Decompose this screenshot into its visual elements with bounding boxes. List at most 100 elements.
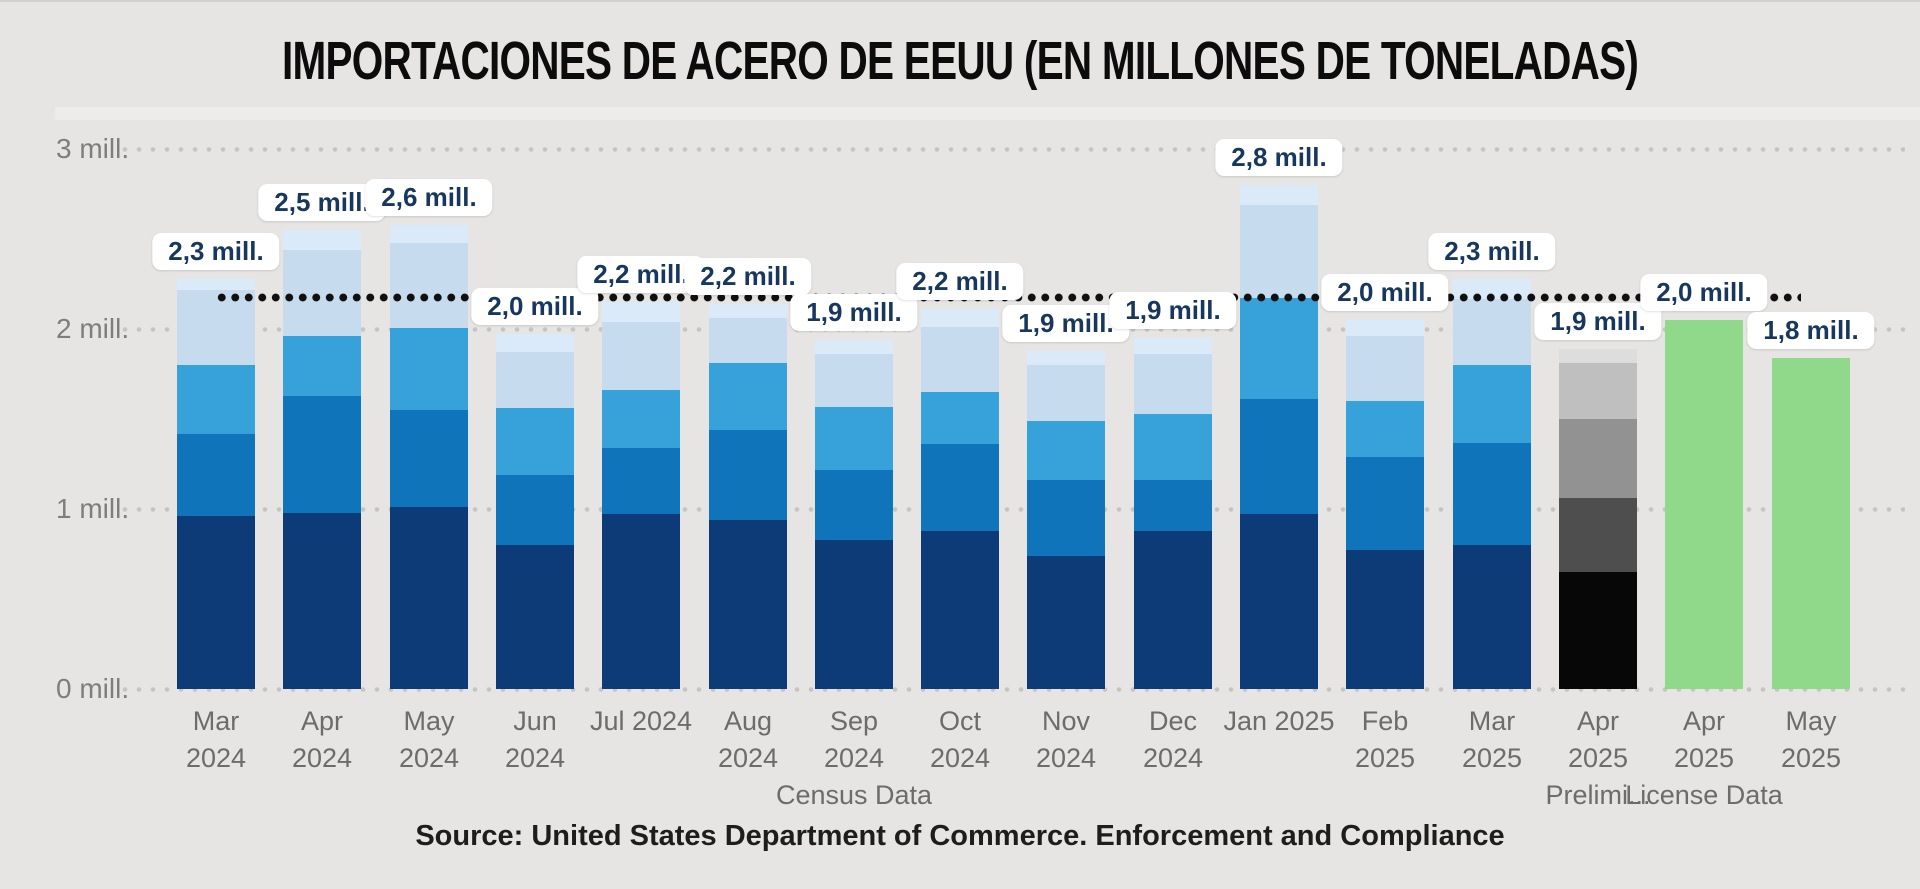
x-axis-label: May 2024 [398, 706, 460, 773]
bar-segment[interactable] [1346, 401, 1424, 457]
bar-segment[interactable] [283, 395, 361, 513]
value-label-pill: 2,5 mill. [258, 184, 386, 221]
bar-segment[interactable] [1559, 363, 1637, 420]
bar-segment[interactable] [1027, 421, 1105, 481]
bar-segment[interactable] [1240, 298, 1318, 400]
bar-segment[interactable] [1027, 555, 1105, 689]
bar-segment[interactable] [1453, 442, 1531, 546]
bar-segment[interactable] [496, 352, 574, 409]
bar-segment[interactable] [177, 279, 255, 290]
bar-segment[interactable] [1134, 354, 1212, 414]
stacked-bar-oct-2024[interactable] [921, 309, 999, 689]
bar-segment[interactable] [602, 321, 680, 391]
bar-segment[interactable] [709, 429, 787, 520]
bar-segment[interactable] [1027, 351, 1105, 366]
bar-segment[interactable] [1240, 204, 1318, 299]
value-label-pill: 1,9 mill. [1534, 303, 1662, 340]
stacked-bar-may-2024[interactable] [390, 224, 468, 689]
bar-segment[interactable] [1665, 320, 1743, 689]
stacked-bar-apr-2025-prelimi[interactable] [1559, 349, 1637, 689]
stacked-bar-mar-2024[interactable] [177, 279, 255, 689]
bar-segment[interactable] [1453, 545, 1531, 689]
stacked-bar-mar-2025[interactable] [1453, 279, 1531, 689]
bar-segment[interactable] [177, 289, 255, 366]
bar-segment[interactable] [283, 336, 361, 396]
bar-segment[interactable] [1240, 514, 1318, 689]
bar-segment[interactable] [709, 318, 787, 364]
bar-segment[interactable] [390, 224, 468, 243]
source-caption: Source: United States Department of Comm… [415, 820, 1505, 852]
bar-segment[interactable] [1027, 480, 1105, 556]
x-axis-label: Mar 2025 [1461, 706, 1523, 773]
bar-segment[interactable] [602, 302, 680, 322]
bar-segment[interactable] [1559, 419, 1637, 499]
bar-segment[interactable] [177, 433, 255, 517]
bar-segment[interactable] [1559, 498, 1637, 573]
bar-segment[interactable] [496, 334, 574, 353]
value-label-pill: 2,3 mill. [1428, 233, 1556, 270]
bar-segment[interactable] [390, 507, 468, 689]
bar-segment[interactable] [602, 390, 680, 448]
bar-segment[interactable] [1559, 572, 1637, 689]
bar-segment[interactable] [602, 514, 680, 689]
bar-segment[interactable] [709, 304, 787, 319]
bar-segment[interactable] [496, 474, 574, 545]
stacked-bar-aug-2024[interactable] [709, 304, 787, 689]
value-label-pill: 2,0 mill. [471, 288, 599, 325]
bar-segment[interactable] [1559, 349, 1637, 364]
bar-segment[interactable] [496, 408, 574, 475]
value-label-pill: 2,0 mill. [1640, 274, 1768, 311]
stacked-bar-nov-2024[interactable] [1027, 351, 1105, 689]
stacked-bar-sep-2024-censusdata[interactable] [815, 339, 893, 689]
bar-segment[interactable] [1134, 413, 1212, 481]
stacked-bar-jul2024[interactable] [602, 302, 680, 689]
bar-segment[interactable] [1346, 320, 1424, 337]
bar-segment[interactable] [921, 309, 999, 328]
bar-segment[interactable] [815, 339, 893, 355]
bar-segment[interactable] [1134, 338, 1212, 355]
bar-segment[interactable] [815, 406, 893, 470]
bar-segment[interactable] [177, 516, 255, 689]
bar-segment[interactable] [921, 327, 999, 393]
bar-segment[interactable] [1772, 358, 1850, 689]
y-axis-tick-label: 3 mill. [56, 133, 130, 164]
bar-segment[interactable] [1346, 456, 1424, 551]
bar-segment[interactable] [1134, 530, 1212, 689]
bar-segment[interactable] [602, 447, 680, 515]
bar-segment[interactable] [390, 410, 468, 508]
bar-segment[interactable] [390, 242, 468, 328]
bar-segment[interactable] [283, 230, 361, 250]
bar-segment[interactable] [390, 327, 468, 411]
stacked-bar-feb-2025[interactable] [1346, 320, 1424, 689]
bar-segment[interactable] [815, 539, 893, 689]
value-label-pill: 1,9 mill. [1002, 305, 1130, 342]
bar-segment[interactable] [1134, 480, 1212, 531]
bar-segment[interactable] [815, 354, 893, 407]
stacked-bar-dec-2024[interactable] [1134, 338, 1212, 689]
bar-segment[interactable] [921, 444, 999, 531]
bar-segment[interactable] [1453, 298, 1531, 366]
bar-segment[interactable] [921, 530, 999, 689]
bar-segment[interactable] [921, 392, 999, 445]
bar-segment[interactable] [1453, 365, 1531, 443]
bar-segment[interactable] [1240, 399, 1318, 515]
bar-segment[interactable] [1346, 336, 1424, 402]
bar-segment[interactable] [283, 512, 361, 689]
stacked-bar-may-2025[interactable] [1772, 358, 1850, 689]
gridline-1mill [118, 507, 1905, 512]
bar-segment[interactable] [1240, 185, 1318, 205]
bar-segment[interactable] [1346, 550, 1424, 689]
bar-segment[interactable] [177, 365, 255, 434]
value-label-pill: 1,9 mill. [790, 294, 918, 331]
bar-segment[interactable] [709, 519, 787, 689]
bar-segment[interactable] [496, 545, 574, 689]
y-axis-tick-label: 0 mill. [56, 673, 130, 704]
stacked-bar-jun-2024[interactable] [496, 334, 574, 689]
stacked-bar-jan2025[interactable] [1240, 185, 1318, 689]
bar-segment[interactable] [1027, 365, 1105, 422]
stacked-bar-apr-2025-licensedata[interactable] [1665, 320, 1743, 689]
bar-segment[interactable] [709, 363, 787, 430]
stacked-bar-apr-2024[interactable] [283, 230, 361, 689]
bar-segment[interactable] [815, 469, 893, 540]
